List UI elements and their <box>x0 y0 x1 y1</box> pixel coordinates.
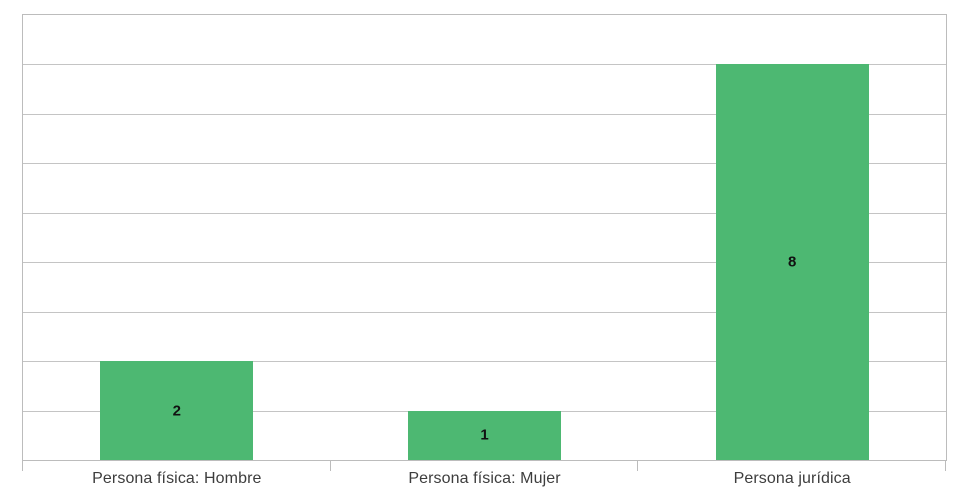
bar-value-label: 2 <box>172 402 181 420</box>
x-axis-label: Persona física: Hombre <box>92 470 262 487</box>
gridline <box>23 361 946 363</box>
x-axis-label: Persona jurídica <box>733 470 851 487</box>
bar-value-label: 1 <box>480 426 489 444</box>
x-axis-tick <box>945 460 946 471</box>
x-axis-labels-row: Persona física: Hombre Persona física: Mu… <box>23 469 946 489</box>
x-axis-tick <box>637 460 638 471</box>
bar: 1 <box>408 410 561 460</box>
gridline <box>23 163 946 165</box>
gridline <box>23 64 946 66</box>
bar: 2 <box>100 361 254 460</box>
gridline <box>23 212 946 214</box>
bar: 8 <box>715 64 869 460</box>
x-axis-tick <box>330 460 331 471</box>
bar-value-label: 8 <box>787 253 797 271</box>
bars-layer: 2 1 8 <box>23 15 946 460</box>
x-axis-tick <box>22 460 23 471</box>
gridline <box>23 262 946 264</box>
plot-area: 2 1 8 <box>22 14 947 461</box>
gridline <box>23 113 946 115</box>
x-axis-ticks-layer <box>22 460 946 471</box>
gridline <box>23 311 946 313</box>
x-axis-label: Persona física: Mujer <box>408 470 561 487</box>
